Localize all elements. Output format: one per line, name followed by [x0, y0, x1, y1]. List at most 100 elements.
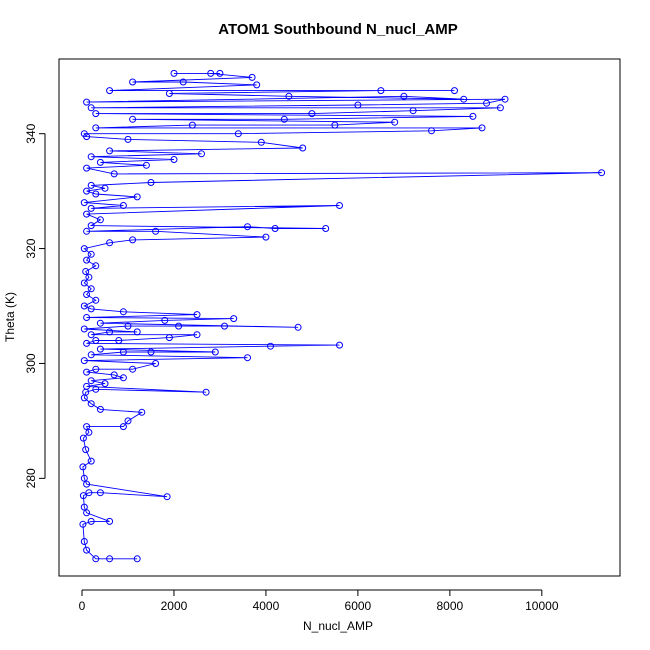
x-tick-label: 10000 — [525, 599, 559, 613]
data-point — [133, 555, 141, 563]
data-point — [193, 331, 201, 339]
data-point — [85, 273, 93, 281]
data-point — [82, 446, 90, 454]
data-point — [336, 341, 343, 349]
data-point — [110, 170, 118, 178]
data-point — [271, 225, 279, 232]
data-point — [198, 150, 205, 158]
data-point — [152, 360, 160, 367]
data-point — [87, 457, 95, 465]
data-point — [82, 268, 90, 275]
chart-title: ATOM1 Southbound N_nucl_AMP — [218, 21, 457, 38]
data-point — [80, 130, 88, 138]
data-point — [244, 354, 251, 362]
data-point — [96, 216, 104, 224]
data-point — [129, 365, 137, 373]
data-point — [79, 463, 87, 471]
data-point — [262, 233, 270, 241]
data-point — [101, 380, 109, 388]
data-point — [124, 417, 132, 425]
data-point — [92, 190, 100, 198]
x-tick-label: 2000 — [161, 599, 188, 613]
data-point — [142, 161, 150, 169]
data-point — [253, 81, 261, 89]
data-point — [285, 92, 293, 100]
data-point — [87, 351, 95, 359]
data-point — [80, 474, 88, 482]
data-point — [124, 135, 132, 143]
data-point — [83, 227, 91, 235]
data-point — [92, 110, 100, 118]
data-point — [110, 371, 118, 379]
data-point — [92, 337, 100, 344]
data-point — [248, 73, 256, 81]
y-tick-label: 280 — [24, 468, 38, 488]
data-point — [87, 400, 95, 408]
data-point — [83, 314, 91, 321]
data-point — [79, 520, 87, 528]
data-point — [83, 509, 91, 517]
x-axis: 0 2000 4000 6000 8000 10000 — [79, 589, 559, 613]
data-point — [267, 342, 274, 350]
data-point — [106, 239, 114, 247]
x-axis-label: N_nucl_AMP — [303, 619, 373, 633]
data-point — [175, 322, 183, 330]
data-point — [428, 127, 435, 135]
data-point — [96, 405, 104, 413]
data-point — [80, 503, 88, 511]
data-point — [83, 98, 91, 106]
data-point — [83, 382, 91, 390]
data-point — [80, 199, 88, 207]
y-tick-label: 340 — [24, 123, 38, 143]
data-point — [83, 164, 91, 172]
data-point — [216, 69, 224, 77]
data-point — [129, 115, 137, 123]
data-point — [124, 322, 132, 330]
data-point — [92, 124, 100, 132]
data-point — [87, 305, 95, 313]
data-point — [451, 87, 458, 95]
data-point — [101, 184, 109, 192]
data-point — [80, 279, 88, 287]
data-point — [129, 78, 137, 86]
data-point — [83, 187, 91, 195]
data-point — [119, 202, 127, 209]
data-point — [483, 99, 491, 107]
data-point — [391, 118, 399, 126]
data-point — [92, 555, 100, 563]
data-point — [87, 517, 95, 525]
data-point — [138, 408, 146, 416]
data-point — [92, 296, 100, 304]
data-point — [501, 95, 509, 103]
data-point — [400, 92, 408, 100]
data-point — [87, 181, 95, 189]
data-point — [80, 538, 88, 545]
data-point — [96, 345, 104, 353]
data-point — [129, 236, 137, 244]
data-point — [87, 250, 95, 258]
data-point — [170, 156, 178, 163]
y-tick-label: 320 — [24, 238, 38, 258]
data-point — [188, 121, 196, 129]
data-point — [152, 227, 160, 235]
data-point — [119, 374, 127, 382]
data-point — [85, 489, 93, 497]
data-point — [87, 222, 95, 230]
data-point — [294, 323, 302, 331]
series-line — [82, 72, 602, 560]
data-point — [83, 546, 91, 554]
data-point — [193, 311, 201, 319]
series-layer — [79, 69, 606, 563]
data-point — [496, 104, 504, 112]
data-point — [119, 423, 127, 431]
data-point — [106, 555, 114, 563]
data-point — [331, 121, 339, 129]
data-point — [165, 90, 173, 97]
data-point — [207, 69, 215, 77]
y-axis: 280 300 320 340 — [24, 123, 46, 488]
x-tick-label: 6000 — [345, 599, 372, 613]
data-point — [460, 95, 468, 103]
data-point — [161, 316, 169, 324]
data-point — [322, 225, 330, 232]
